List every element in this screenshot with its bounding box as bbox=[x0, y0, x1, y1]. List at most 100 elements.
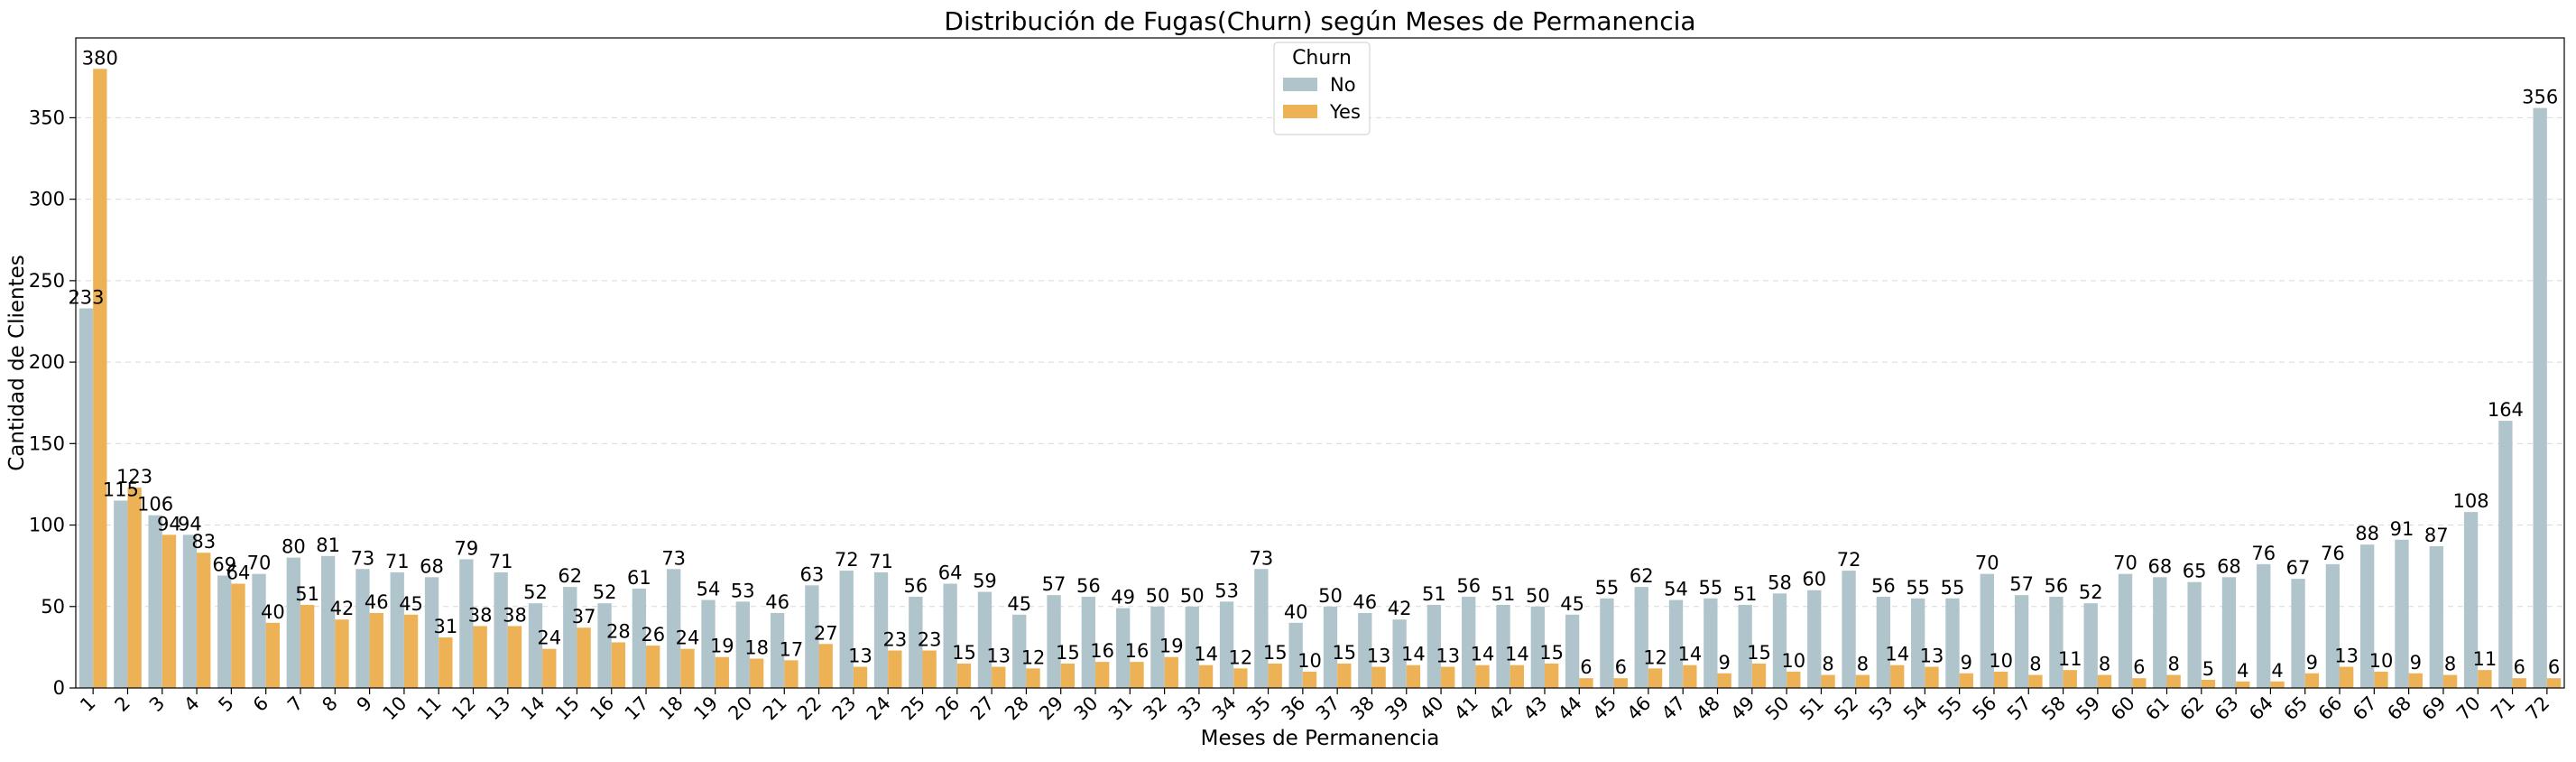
x-tick-label: 34 bbox=[1208, 692, 1241, 725]
bar-no-65 bbox=[2291, 579, 2305, 688]
data-label-no-61: 68 bbox=[2147, 555, 2172, 577]
data-label-yes-52: 8 bbox=[1857, 654, 1869, 675]
data-label-yes-51: 8 bbox=[1822, 654, 1833, 675]
data-label-yes-31: 16 bbox=[1125, 640, 1150, 662]
bar-no-20 bbox=[735, 601, 750, 688]
bar-yes-58 bbox=[2063, 670, 2077, 688]
bar-no-54 bbox=[1911, 598, 1925, 688]
data-label-no-43: 50 bbox=[1526, 585, 1550, 607]
data-label-no-30: 56 bbox=[1076, 575, 1101, 597]
data-label-yes-66: 13 bbox=[2334, 646, 2359, 667]
data-label-yes-37: 15 bbox=[1332, 642, 1356, 664]
x-tick-label: 30 bbox=[1070, 692, 1103, 725]
x-tick-label: 42 bbox=[1484, 692, 1517, 725]
bar-no-14 bbox=[528, 603, 543, 688]
bar-yes-40 bbox=[1441, 666, 1455, 688]
data-label-yes-21: 17 bbox=[780, 638, 804, 660]
data-label-no-68: 91 bbox=[2390, 518, 2414, 540]
bar-yes-12 bbox=[473, 626, 487, 688]
bar-no-55 bbox=[1945, 598, 1960, 688]
x-tick-label: 47 bbox=[1657, 692, 1690, 725]
bar-yes-18 bbox=[680, 648, 695, 688]
data-label-yes-12: 38 bbox=[468, 604, 493, 626]
data-label-no-23: 72 bbox=[835, 549, 859, 571]
bar-no-29 bbox=[1047, 595, 1061, 688]
bar-no-50 bbox=[1772, 593, 1787, 688]
data-label-no-32: 50 bbox=[1146, 585, 1170, 607]
data-label-layer: 2333801151231069494836964704080518142734… bbox=[68, 47, 2560, 681]
bar-no-3 bbox=[148, 515, 162, 688]
data-label-yes-19: 19 bbox=[710, 636, 734, 657]
data-label-yes-43: 15 bbox=[1539, 642, 1564, 664]
y-tick-label: 200 bbox=[29, 351, 65, 373]
bar-yes-24 bbox=[888, 650, 902, 688]
data-label-yes-6: 40 bbox=[261, 601, 285, 623]
data-label-no-69: 87 bbox=[2424, 525, 2449, 546]
chart-title: Distribución de Fugas(Churn) según Meses… bbox=[944, 6, 1695, 36]
bar-yes-70 bbox=[2478, 670, 2492, 688]
x-tick-label: 54 bbox=[1899, 692, 1932, 725]
data-label-yes-45: 6 bbox=[1615, 656, 1627, 678]
data-label-no-49: 51 bbox=[1733, 583, 1758, 605]
data-label-yes-44: 6 bbox=[1580, 656, 1592, 678]
bar-yes-1 bbox=[93, 69, 107, 689]
data-label-no-25: 56 bbox=[903, 575, 928, 597]
data-label-yes-65: 9 bbox=[2306, 652, 2318, 674]
x-tick-label: 51 bbox=[1796, 692, 1828, 725]
data-label-yes-38: 13 bbox=[1367, 646, 1391, 667]
data-label-yes-62: 5 bbox=[2202, 658, 2214, 680]
bar-yes-31 bbox=[1130, 662, 1144, 688]
x-tick-label: 10 bbox=[379, 692, 411, 725]
x-tick-label: 39 bbox=[1380, 692, 1413, 725]
legend: Churn No Yes bbox=[1273, 42, 1371, 135]
x-tick-label: 72 bbox=[2522, 692, 2554, 725]
data-label-no-27: 59 bbox=[973, 571, 997, 592]
data-label-yes-26: 15 bbox=[952, 642, 976, 664]
legend-label-yes: Yes bbox=[1329, 101, 1361, 123]
x-tick-label: 37 bbox=[1312, 692, 1344, 725]
bar-yes-60 bbox=[2132, 678, 2147, 688]
data-label-yes-50: 10 bbox=[1781, 650, 1805, 672]
bar-yes-42 bbox=[1510, 664, 1525, 688]
bar-no-17 bbox=[632, 588, 647, 688]
bar-no-21 bbox=[770, 612, 785, 688]
data-label-yes-28: 12 bbox=[1021, 646, 1046, 668]
bar-yes-13 bbox=[507, 626, 522, 688]
x-tick-label: 2 bbox=[111, 692, 134, 716]
data-label-yes-69: 8 bbox=[2444, 654, 2456, 675]
data-label-yes-17: 26 bbox=[641, 624, 665, 646]
data-label-yes-8: 42 bbox=[330, 598, 355, 619]
bar-no-27 bbox=[977, 591, 993, 688]
data-label-yes-48: 9 bbox=[1718, 652, 1730, 674]
x-tick-label: 48 bbox=[1692, 692, 1724, 725]
x-axis-label: Meses de Permanencia bbox=[1201, 727, 1440, 750]
bar-no-52 bbox=[1842, 571, 1856, 688]
data-label-no-65: 67 bbox=[2286, 557, 2311, 579]
data-label-yes-14: 24 bbox=[537, 627, 561, 649]
x-tick-label: 44 bbox=[1554, 692, 1586, 725]
y-tick-label: 0 bbox=[53, 677, 65, 699]
y-tick-label: 250 bbox=[29, 270, 65, 292]
data-label-yes-32: 19 bbox=[1159, 636, 1184, 657]
data-label-yes-9: 46 bbox=[365, 591, 389, 613]
bar-no-37 bbox=[1323, 606, 1338, 688]
bar-no-59 bbox=[2083, 603, 2098, 688]
bar-no-31 bbox=[1115, 608, 1131, 688]
x-tick-label: 23 bbox=[828, 692, 861, 725]
bar-no-44 bbox=[1565, 614, 1580, 688]
data-label-no-17: 61 bbox=[627, 567, 651, 589]
data-label-no-11: 68 bbox=[420, 555, 444, 577]
data-label-no-8: 81 bbox=[316, 534, 340, 556]
bar-yes-50 bbox=[1787, 671, 1801, 688]
x-tick-label: 4 bbox=[180, 692, 203, 716]
x-tick-label: 41 bbox=[1450, 692, 1482, 725]
data-label-no-29: 57 bbox=[1042, 573, 1066, 595]
bar-no-35 bbox=[1254, 569, 1269, 688]
bar-yes-72 bbox=[2546, 678, 2562, 688]
bar-yes-25 bbox=[922, 650, 937, 688]
bar-yes-23 bbox=[853, 666, 868, 688]
bar-no-68 bbox=[2395, 539, 2409, 688]
bar-no-1 bbox=[78, 308, 94, 688]
